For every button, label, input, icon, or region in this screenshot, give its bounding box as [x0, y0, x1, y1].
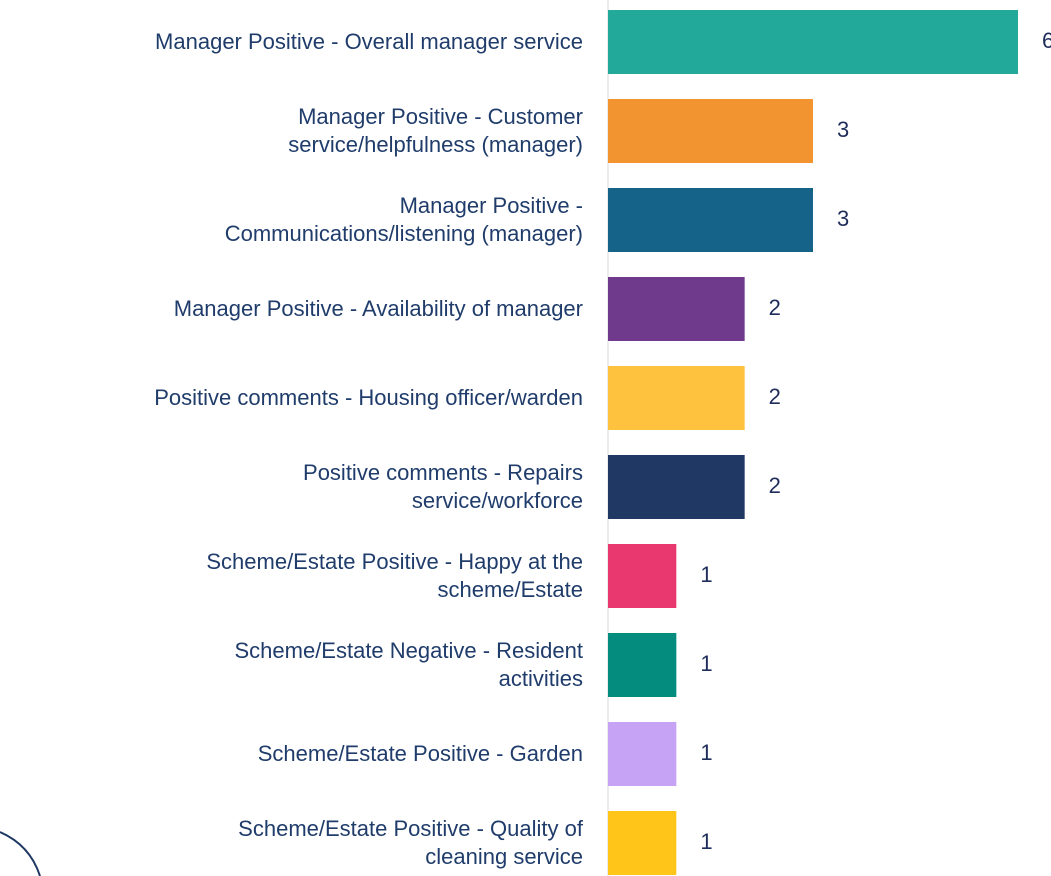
value-label: 3: [837, 206, 849, 231]
bar: [608, 99, 813, 163]
category-label: Scheme/Estate Positive - Garden: [257, 741, 583, 766]
category-label-box: Scheme/Estate Positive - Happy at the sc…: [0, 532, 583, 621]
category-label: Scheme/Estate Positive - Quality of clea…: [238, 816, 583, 869]
value-label: 1: [700, 740, 712, 765]
value-label: 1: [700, 829, 712, 854]
bar: [608, 633, 677, 697]
category-label-box: Scheme/Estate Positive - Garden: [0, 710, 583, 799]
category-label-box: Positive comments - Housing officer/ward…: [0, 354, 583, 443]
category-label: Manager Positive - Overall manager servi…: [155, 29, 583, 54]
category-label: Manager Positive - Customer service/help…: [288, 104, 583, 157]
bar: [608, 10, 1018, 74]
category-label: Manager Positive - Communications/listen…: [224, 193, 583, 246]
category-label-box: Manager Positive - Overall manager servi…: [0, 0, 583, 87]
value-label: 1: [700, 562, 712, 587]
category-label: Scheme/Estate Negative - Resident activi…: [234, 638, 583, 691]
category-label-box: Positive comments - Repairs service/work…: [0, 443, 583, 532]
bar: [608, 811, 677, 875]
category-label: Positive comments - Housing officer/ward…: [154, 385, 583, 410]
category-label: Scheme/Estate Positive - Happy at the sc…: [206, 549, 583, 602]
category-label-box: Scheme/Estate Negative - Resident activi…: [0, 621, 583, 710]
bar: [608, 188, 813, 252]
category-label: Manager Positive - Availability of manag…: [173, 296, 583, 321]
bar: [608, 722, 677, 786]
bar: [608, 366, 745, 430]
value-label: 1: [700, 651, 712, 676]
bar: [608, 544, 677, 608]
value-label: 2: [769, 384, 781, 409]
category-label-box: Manager Positive - Communications/listen…: [0, 176, 583, 265]
category-label: Positive comments - Repairs service/work…: [303, 460, 583, 513]
bar: [608, 277, 745, 341]
bar: [608, 455, 745, 519]
decoration: [0, 831, 41, 876]
category-label-box: Manager Positive - Availability of manag…: [0, 265, 583, 354]
value-label: 6: [1042, 28, 1051, 53]
value-label: 3: [837, 117, 849, 142]
category-label-box: Manager Positive - Customer service/help…: [0, 87, 583, 176]
value-label: 2: [769, 295, 781, 320]
value-label: 2: [769, 473, 781, 498]
category-label-box: Scheme/Estate Positive - Quality of clea…: [0, 799, 583, 876]
